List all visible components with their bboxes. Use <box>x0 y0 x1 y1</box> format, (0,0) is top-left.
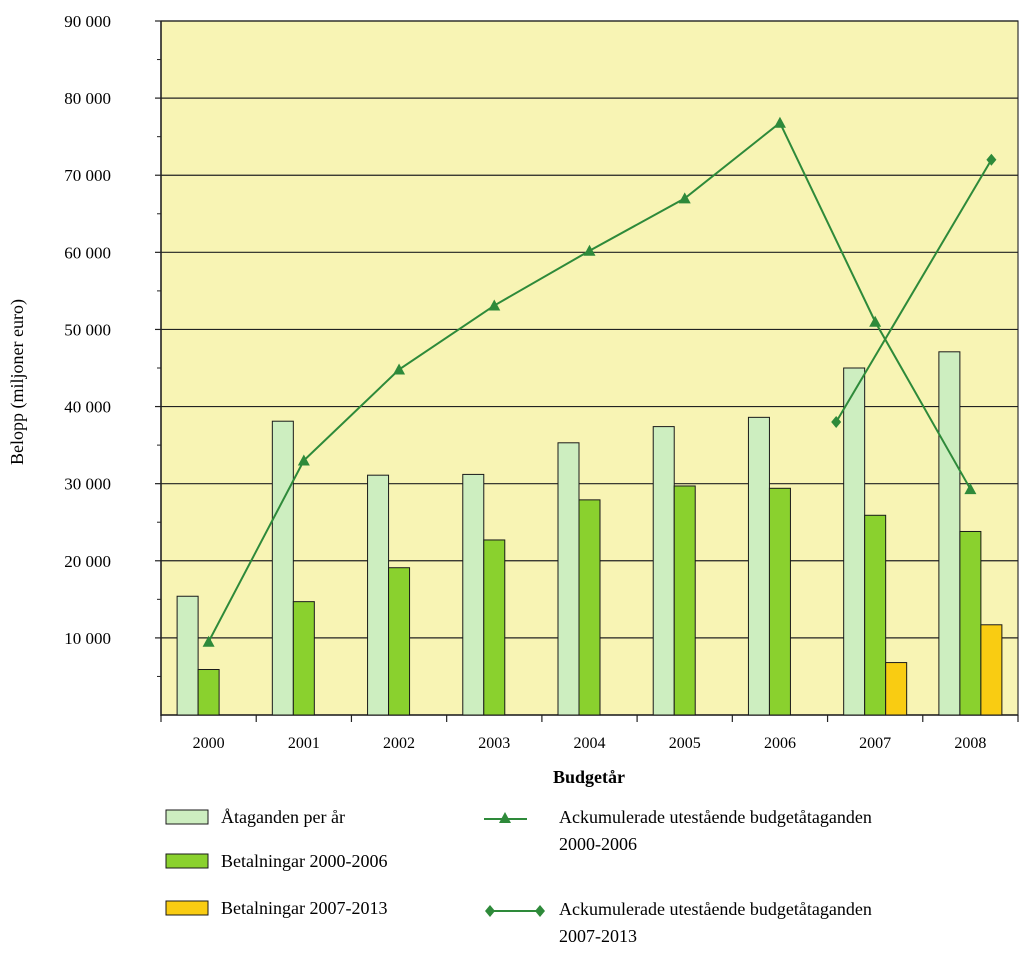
bar <box>388 567 411 716</box>
legend-label: Ackumulerade utestående budgetåtaganden <box>559 899 872 919</box>
triangle-marker <box>869 315 882 327</box>
triangle-marker <box>297 454 310 466</box>
bar <box>885 662 908 716</box>
bar <box>578 499 601 716</box>
y-tick-label: 50 000 <box>64 320 111 339</box>
x-tick-label: 2006 <box>764 735 796 752</box>
y-tick-label: 60 000 <box>64 243 111 262</box>
triangle-marker <box>773 116 786 128</box>
legend-label: Betalningar 2007-2013 <box>221 898 387 918</box>
y-axis-title: Belopp (miljoner euro) <box>7 299 28 465</box>
triangle-marker <box>202 635 215 647</box>
bar <box>557 442 580 716</box>
bar <box>768 487 791 716</box>
legend-diamond-marker <box>485 905 495 917</box>
y-tick-label: 80 000 <box>64 89 111 108</box>
legend-swatch <box>165 900 209 916</box>
x-tick-label: 2003 <box>478 735 510 752</box>
y-tick-label: 70 000 <box>64 166 111 185</box>
y-tick-label: 90 000 <box>64 12 111 31</box>
triangle-marker <box>393 363 406 375</box>
x-tick-label: 2000 <box>193 735 225 752</box>
x-axis-title: Budgetår <box>553 767 625 787</box>
x-tick-label: 2005 <box>669 735 701 752</box>
bar <box>197 669 220 716</box>
legend-label: Betalningar 2000-2006 <box>221 851 387 871</box>
legend-triangle-marker <box>499 812 511 823</box>
bar <box>673 485 696 716</box>
bar <box>483 539 506 716</box>
x-tick-label: 2002 <box>383 735 415 752</box>
legend-label: 2000-2006 <box>559 834 637 854</box>
triangle-marker <box>583 244 596 256</box>
bar <box>938 351 961 716</box>
x-tick-label: 2008 <box>954 735 986 752</box>
triangle-marker <box>488 299 501 311</box>
y-tick-label: 30 000 <box>64 475 111 494</box>
y-tick-label: 10 000 <box>64 629 111 648</box>
bar <box>959 530 982 716</box>
bar <box>462 473 485 716</box>
bar <box>864 514 887 716</box>
legend-label: 2007-2013 <box>559 926 637 946</box>
triangle-marker <box>678 192 691 204</box>
bar <box>292 601 315 716</box>
bar <box>367 474 390 716</box>
legend-label: Åtaganden per år <box>221 807 345 827</box>
diamond-marker <box>986 153 997 166</box>
x-tick-label: 2001 <box>288 735 320 752</box>
legend-swatch <box>165 809 209 825</box>
bar <box>652 426 675 716</box>
x-tick-label: 2007 <box>859 735 891 752</box>
y-tick-label: 40 000 <box>64 398 111 417</box>
bar <box>271 420 294 716</box>
legend-diamond-marker <box>535 905 545 917</box>
diamond-marker <box>831 415 842 428</box>
bar <box>747 416 770 716</box>
bar <box>176 595 199 716</box>
legend-swatch <box>165 853 209 869</box>
legend-label: Ackumulerade utestående budgetåtaganden <box>559 807 872 827</box>
bar <box>980 624 1003 716</box>
y-tick-label: 20 000 <box>64 552 111 571</box>
triangle-marker <box>964 483 977 495</box>
bar <box>843 367 866 716</box>
x-tick-label: 2004 <box>574 735 606 752</box>
series-line <box>835 159 993 423</box>
